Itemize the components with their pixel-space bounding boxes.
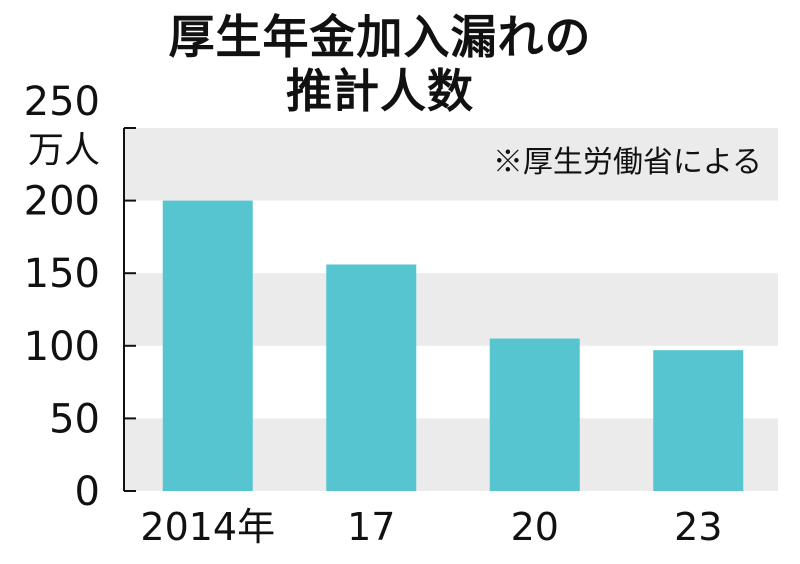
x-axis-labels: 2014年 17 20 23 (140, 505, 722, 549)
y-axis-labels: 0 50 100 150 200 250 (24, 79, 100, 515)
y-tick-label: 100 (24, 324, 100, 370)
y-tick-label: 200 (24, 179, 100, 225)
bar-1 (326, 264, 417, 491)
bar-3 (653, 350, 744, 491)
y-tick-label: 0 (75, 469, 100, 515)
y-axis-ticks (124, 127, 136, 492)
y-tick-label: 150 (24, 251, 100, 297)
x-category-label: 2014年 (140, 505, 275, 549)
x-category-label: 23 (674, 505, 722, 549)
chart-title-line2: 推計人数 (286, 64, 474, 118)
bars (162, 200, 744, 491)
source-note: ※厚生労働省による (493, 145, 762, 180)
y-tick-label: 50 (49, 396, 100, 442)
bar-0 (162, 200, 253, 491)
unit-label: 万人 (28, 130, 100, 171)
x-category-label: 20 (511, 505, 559, 549)
chart-title-line1: 厚生年金加入漏れの (168, 10, 592, 64)
background-band (124, 128, 778, 201)
bar-2 (489, 338, 580, 491)
y-tick-label: 250 (24, 79, 100, 125)
x-category-label: 17 (347, 505, 395, 549)
